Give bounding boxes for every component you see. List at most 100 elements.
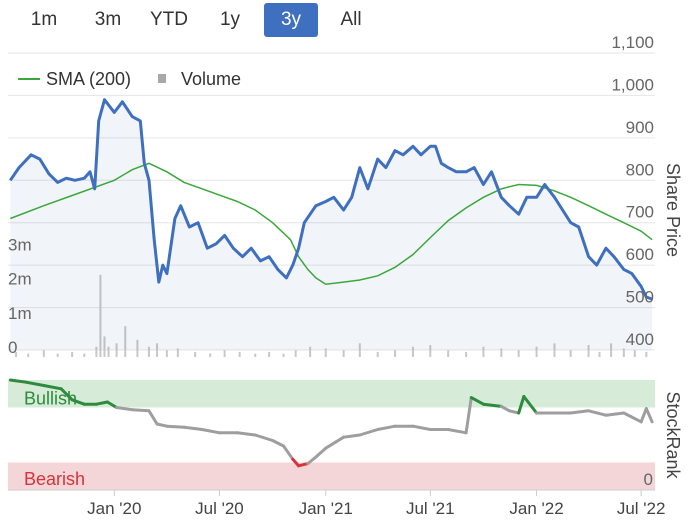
range-button-3y[interactable]: 3y [264,3,318,37]
stockrank-segment [105,400,119,409]
volume-bar [324,348,327,357]
price-tick-label: 400 [626,330,654,349]
volume-tick-label: 3m [8,235,32,254]
range-button-all[interactable]: All [340,9,362,30]
volume-legend-label[interactable]: Volume [181,69,241,89]
stockrank-segment [411,424,432,431]
volume-bar [482,346,485,357]
stockrank-segment [499,404,511,413]
stockrank-segment [342,433,362,439]
stockrank-segment [165,424,186,429]
stockrank-segment [517,395,526,415]
price-axis-title: Share Price [663,163,683,257]
axis-labels: 400 500 600 700 800 900 1,000 1,100 0 1m 2m 3m Share… [8,33,683,518]
volume-tick-label: 2m [8,270,32,289]
volume-bar [254,353,257,357]
volume-bar [223,350,226,357]
stockrank-segment [155,422,169,428]
volume-tick-label: 1m [8,304,32,323]
stockrank-axis-title: StockRank [663,391,683,479]
x-tick-label: Jan '22 [509,499,563,518]
volume-bar [645,351,648,357]
stockrank-segment [182,425,204,431]
stockrank-segment [24,380,46,387]
price-tick-label: 600 [626,245,654,264]
sma-legend-label[interactable]: SMA (200) [46,69,131,89]
range-button-ytd[interactable]: YTD [150,9,188,30]
stockrank-segment [147,409,159,426]
range-button-1y[interactable]: 1y [219,9,241,30]
price-tick-label: 1,100 [611,33,654,52]
stockrank-segment [469,396,485,406]
volume-bar [500,348,503,357]
stockrank-segment [70,398,86,406]
bearish-label: Bearish [24,469,85,489]
volume-bar [238,351,241,357]
range-button-1m[interactable]: 1m [30,9,58,30]
volume-tick-label: 0 [8,338,17,357]
price-area [10,99,653,350]
volume-bar [294,350,297,357]
x-tick-label: Jan '21 [299,499,353,518]
stockrank-segment [324,435,346,450]
volume-legend-swatch [158,74,166,83]
volume-bar [633,350,636,357]
stockrank-segment [8,378,28,384]
volume-bar [358,343,361,357]
volume-bar [165,350,168,357]
stockrank-segment [464,396,473,435]
volume-bar [429,345,432,357]
volume-bar [598,351,601,357]
stockrank-segment [130,408,151,413]
volume-bar [342,350,345,357]
x-tick-label: Jul '20 [195,499,244,518]
volume-bar [569,350,572,357]
stockrank-segment [376,424,397,431]
stockrank-segment [446,428,468,435]
stockrank-segment [94,400,109,406]
volume-bar [394,350,397,357]
bullish-band [8,380,655,408]
sma-line [10,162,653,285]
range-button-3m[interactable]: 3m [94,9,122,30]
stockrank-segment [235,431,257,437]
stockrank-segment [253,433,275,442]
stockrank-segment [639,407,648,424]
volume-bar [83,353,86,357]
volume-bar [587,345,590,357]
stockrank-segment [306,455,318,466]
volume-bars [15,274,648,357]
volume-bar [465,351,468,357]
chart-legend: SMA (200) Volume [18,69,241,89]
volume-bar [194,351,197,357]
volume-bar [115,343,118,357]
range-selector: 1m 3m YTD 1y 3y All [0,0,420,40]
volume-bar [107,346,110,357]
volume-bar [309,346,312,357]
stockrank-segment [604,411,626,417]
stockrank-segment [587,409,608,417]
price-tick-label: 900 [626,118,654,137]
stockrank-segment [569,409,591,415]
stockrank-segment [200,428,221,435]
volume-bar [517,350,520,357]
volume-bar [156,343,159,357]
volume-bar [15,351,18,357]
volume-bar [42,350,45,357]
volume-bar [124,326,127,357]
stockrank-segment [481,402,503,408]
volume-bar [282,353,285,357]
volume-bar [176,348,179,357]
volume-bar [99,274,102,357]
volume-bar [447,350,450,357]
price-tick-label: 700 [626,203,654,222]
stockrank-segment [282,444,295,461]
volume-bar [535,346,538,357]
stockrank-segment [644,407,654,424]
volume-bar [136,339,139,357]
price-tick-label: 1,000 [611,75,654,94]
stockrank-segment [522,395,539,415]
volume-bar [147,346,150,357]
